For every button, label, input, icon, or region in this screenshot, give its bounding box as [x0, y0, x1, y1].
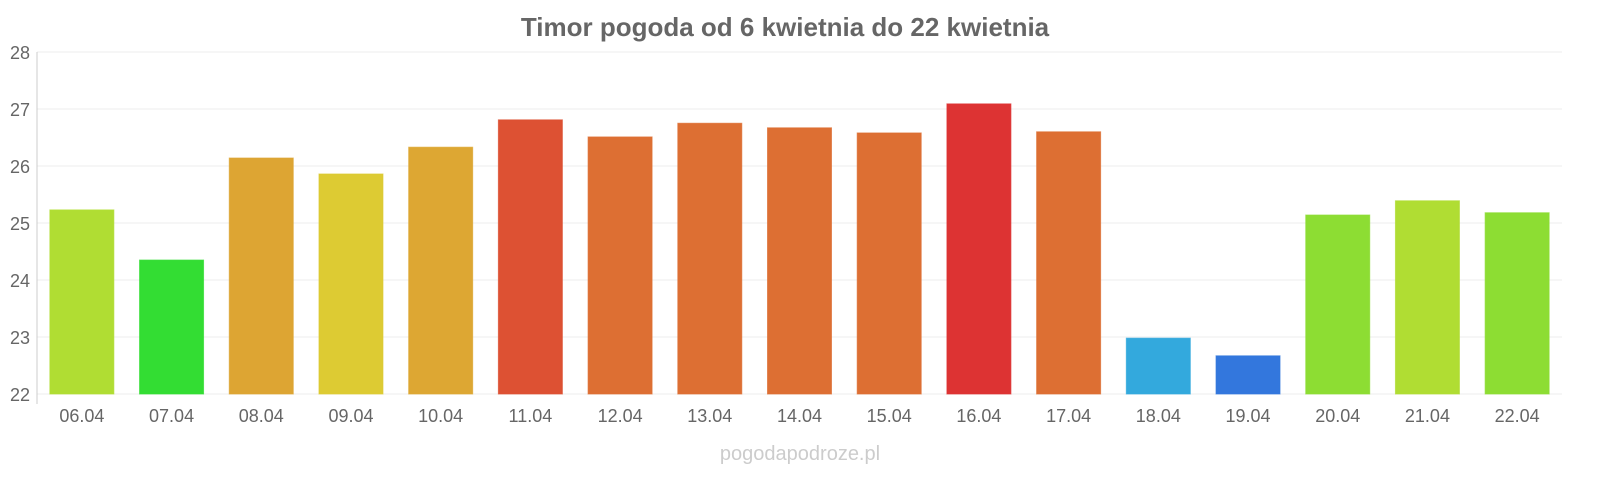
chart-title: Timor pogoda od 6 kwietnia do 22 kwietni… — [521, 12, 1050, 42]
y-tick-label: 24 — [10, 271, 30, 291]
y-axis-ticks: 22 23 24 25 26 27 28 — [10, 43, 30, 405]
y-tick-label: 25 — [10, 214, 30, 234]
x-tick-label: 12.04 — [598, 406, 643, 426]
watermark: pogodapodroze.pl — [720, 443, 880, 465]
x-tick-label: 11.04 — [509, 406, 553, 426]
bar-06.04[interactable] — [49, 209, 115, 395]
bar-10.04[interactable] — [408, 146, 474, 395]
x-tick-label: 21.04 — [1405, 406, 1450, 426]
bar-12.04[interactable] — [587, 136, 653, 395]
x-tick-label: 07.04 — [149, 406, 194, 426]
bar-21.04[interactable] — [1394, 200, 1460, 395]
x-axis-ticks: 06.04 07.04 08.04 09.04 10.04 11.04 12.04 13.04… — [59, 406, 1539, 426]
x-tick-label: 09.04 — [328, 406, 373, 426]
x-tick-label: 08.04 — [239, 406, 284, 426]
x-tick-label: 20.04 — [1315, 406, 1360, 426]
x-tick-label: 06.04 — [59, 406, 104, 426]
y-tick-label: 26 — [10, 157, 30, 177]
bar-08.04[interactable] — [228, 157, 294, 395]
x-tick-label: 16.04 — [956, 406, 1001, 426]
bar-07.04[interactable] — [139, 259, 205, 395]
bar-11.04[interactable] — [497, 119, 563, 395]
x-tick-label: 13.04 — [687, 406, 732, 426]
y-tick-label: 27 — [10, 100, 30, 120]
y-tick-label: 23 — [10, 328, 30, 348]
x-tick-label: 19.04 — [1226, 406, 1271, 426]
bar-18.04[interactable] — [1125, 337, 1191, 395]
y-tick-label: 22 — [10, 385, 30, 405]
x-tick-label: 14.04 — [777, 406, 822, 426]
bar-16.04[interactable] — [946, 103, 1012, 395]
bar-22.04[interactable] — [1484, 212, 1550, 395]
bars — [49, 103, 1550, 395]
bar-19.04[interactable] — [1215, 355, 1281, 395]
x-tick-label: 22.04 — [1495, 406, 1540, 426]
x-tick-label: 10.04 — [418, 406, 463, 426]
x-tick-label: 15.04 — [867, 406, 912, 426]
bar-20.04[interactable] — [1305, 214, 1371, 395]
bar-09.04[interactable] — [318, 173, 384, 395]
x-tick-label: 18.04 — [1136, 406, 1181, 426]
bar-14.04[interactable] — [767, 127, 832, 395]
bar-13.04[interactable] — [677, 122, 743, 395]
bar-15.04[interactable] — [856, 132, 922, 395]
y-tick-label: 28 — [10, 43, 30, 63]
bar-17.04[interactable] — [1036, 131, 1102, 395]
x-tick-label: 17.04 — [1046, 406, 1091, 426]
